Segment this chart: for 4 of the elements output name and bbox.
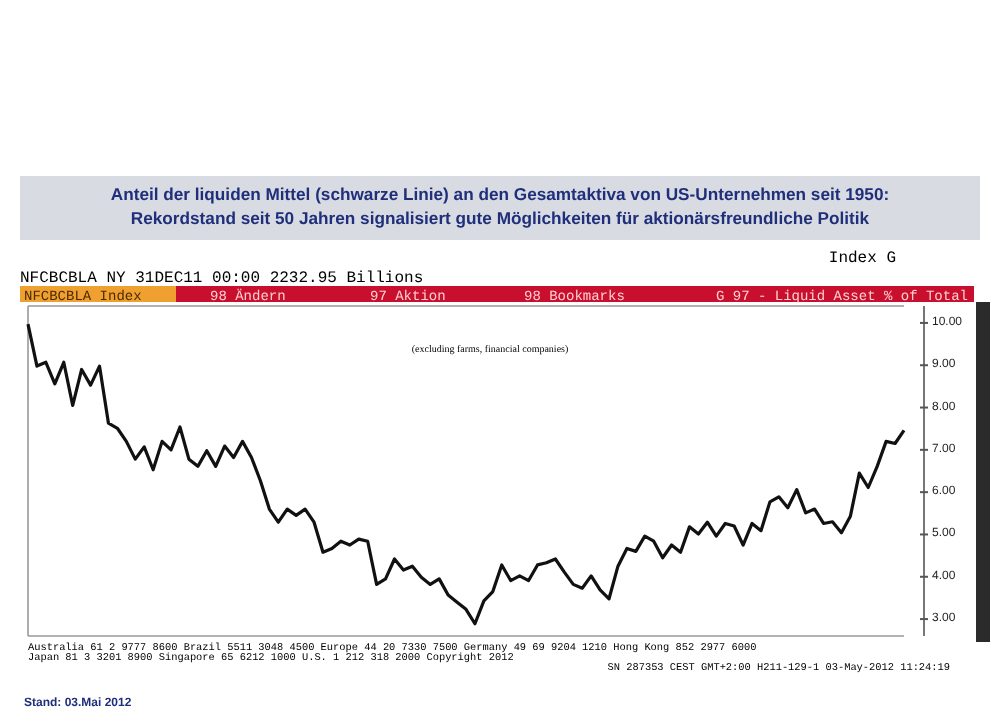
chart-title: Anteil der liquiden Mittel (schwarze Linie) an den Gesamtaktiva von US-Unternehmen seit 1950: Rekordstand seit 50 Jahren signalisiert gute Möglichkeiten für aktionärsfreundliche Politik (110, 184, 890, 228)
text: NFCBCBLA NY 31DEC11 00:00 2232.95 Billions (20, 270, 424, 288)
line-series (26, 322, 906, 626)
text: Index G (828, 250, 897, 268)
